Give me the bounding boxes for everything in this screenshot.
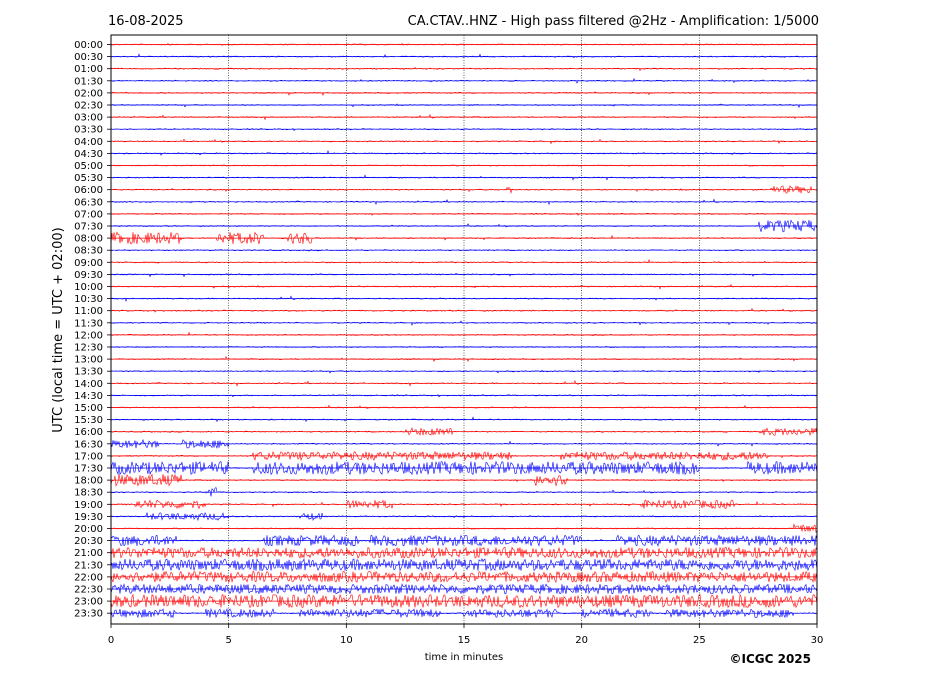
y-tick-label: 15:30 [74, 415, 103, 426]
y-tick-label: 18:00 [74, 476, 103, 487]
y-tick-label: 15:00 [74, 403, 103, 414]
y-tick-label: 16:00 [74, 427, 103, 438]
x-tick-labels: 0 5 10 15 20 25 30 [108, 624, 824, 646]
y-tick-label: 01:00 [74, 64, 103, 75]
y-tick-label: 13:30 [74, 367, 103, 378]
y-tick-label: 04:00 [74, 137, 103, 148]
y-tick-label: 13:00 [74, 355, 103, 366]
y-tick-label: 18:30 [74, 488, 103, 499]
y-tick-label: 02:00 [74, 88, 103, 99]
y-tick-label: 11:00 [74, 306, 103, 317]
y-tick-label: 00:00 [74, 40, 103, 51]
y-tick-label: 09:00 [74, 258, 103, 269]
y-tick-label: 04:30 [74, 149, 103, 160]
plot-frame [110, 34, 818, 625]
y-tick-label: 11:30 [74, 318, 103, 329]
y-tick-label: 23:30 [74, 609, 103, 620]
vertical-gridlines [228, 35, 700, 624]
trace-2100 [110, 546, 818, 560]
chart-title: CA.CTAV..HNZ - High pass filtered @2Hz -… [408, 14, 819, 29]
trace-0930 [110, 272, 818, 278]
y-tick-label: 00:30 [74, 52, 103, 63]
y-tick-label: 05:30 [74, 173, 103, 184]
x-tick-label: 15 [458, 635, 471, 646]
x-tick-label: 30 [811, 635, 824, 646]
y-tick-label: 22:30 [74, 585, 103, 596]
y-tick-label: 16:30 [74, 439, 103, 450]
y-tick-label: 03:00 [74, 113, 103, 124]
y-tick-label: 23:00 [74, 597, 103, 608]
x-tick-label: 20 [575, 635, 588, 646]
y-tick-label: 20:00 [74, 524, 103, 535]
y-tick-label: 17:30 [74, 464, 103, 475]
x-axis-label: time in minutes [425, 652, 504, 663]
y-tick-label: 10:30 [74, 294, 103, 305]
y-tick-label: 14:30 [74, 391, 103, 402]
y-tick-label: 19:00 [74, 500, 103, 511]
y-tick-label: 05:00 [74, 161, 103, 172]
chart-date: 16-08-2025 [108, 14, 184, 29]
y-axis-label: UTC (local time = UTC + 02:00) [51, 227, 66, 432]
y-tick-label: 12:30 [74, 343, 103, 354]
y-tick-label: 10:00 [74, 282, 103, 293]
y-tick-label: 08:00 [74, 234, 103, 245]
y-tick-label: 08:30 [74, 246, 103, 257]
y-tick-label: 21:30 [74, 560, 103, 571]
x-tick-label: 25 [693, 635, 706, 646]
y-tick-label: 03:30 [74, 125, 103, 136]
y-tick-label: 02:30 [74, 101, 103, 112]
trace-2330 [110, 607, 818, 619]
y-tick-label: 22:00 [74, 572, 103, 583]
copyright-text: ©ICGC 2025 [729, 652, 811, 666]
x-tick-label: 0 [108, 635, 114, 646]
y-tick-label: 17:00 [74, 451, 103, 462]
x-tick-label: 5 [225, 635, 231, 646]
y-tick-label: 14:00 [74, 379, 103, 390]
x-tick-label: 10 [340, 635, 353, 646]
y-tick-label: 21:00 [74, 548, 103, 559]
y-tick-label: 12:00 [74, 330, 103, 341]
y-tick-label: 19:30 [74, 512, 103, 523]
y-tick-label: 07:30 [74, 222, 103, 233]
y-tick-label: 01:30 [74, 76, 103, 87]
y-tick-label: 06:00 [74, 185, 103, 196]
y-tick-label: 20:30 [74, 536, 103, 547]
y-tick-label: 07:00 [74, 209, 103, 220]
y-tick-label: 09:30 [74, 270, 103, 281]
y-tick-label: 06:30 [74, 197, 103, 208]
